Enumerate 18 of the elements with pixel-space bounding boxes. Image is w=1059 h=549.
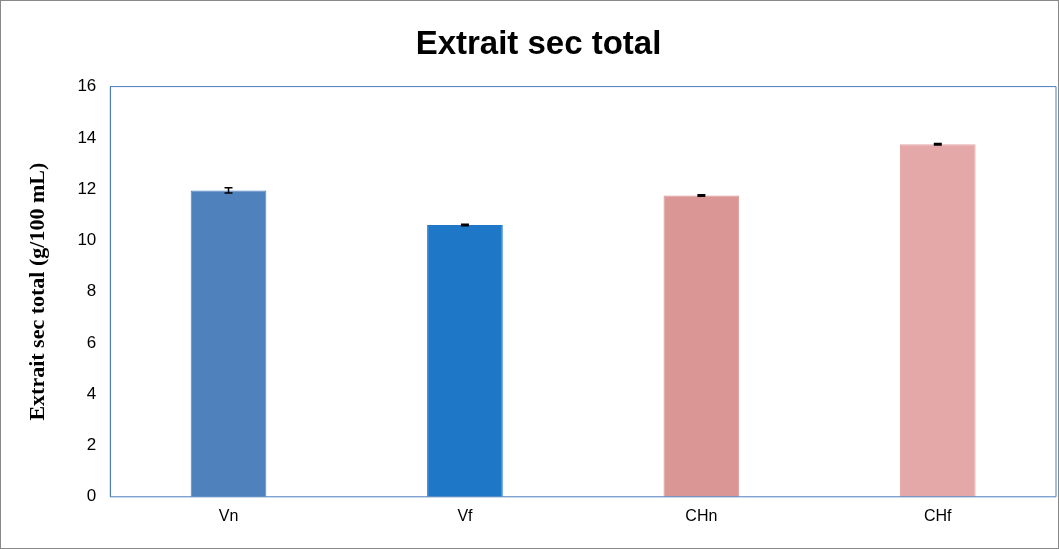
y-tick-label: 10: [77, 230, 97, 250]
chart-title: Extrait sec total: [415, 23, 662, 61]
y-tick-label: 16: [77, 76, 97, 96]
y-tick-label: 12: [77, 178, 97, 198]
x-tick-label: Vn: [218, 506, 239, 524]
y-tick-label: 2: [86, 435, 97, 455]
y-tick-label: 4: [86, 383, 97, 403]
bar: [663, 195, 740, 497]
y-tick-label: 6: [86, 332, 97, 352]
x-tick-label: Vf: [457, 506, 474, 524]
y-tick-label: 14: [77, 127, 97, 147]
y-axis-title: Extrait sec total (g/100 mL): [23, 162, 49, 421]
y-tick-label: 0: [86, 486, 97, 506]
x-tick-label: CHf: [924, 506, 953, 524]
bar: [427, 225, 503, 497]
y-tick-label: 8: [86, 281, 97, 301]
bar: [899, 144, 976, 497]
x-tick-label: CHn: [685, 506, 718, 524]
